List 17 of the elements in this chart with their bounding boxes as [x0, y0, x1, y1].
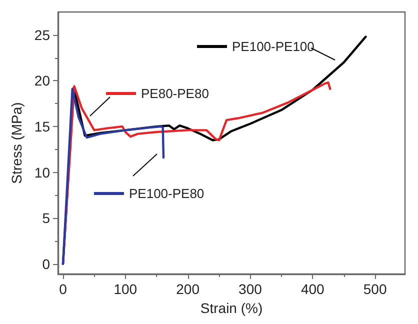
- y-tick-label: 10: [34, 164, 50, 180]
- x-tick-label: 300: [238, 281, 262, 297]
- x-tick-label: 200: [176, 281, 200, 297]
- x-tick-label: 100: [114, 281, 138, 297]
- y-tick-label: 20: [34, 72, 50, 89]
- legend-label: PE80-PE80: [141, 86, 209, 101]
- y-tick-label: 0: [42, 256, 50, 272]
- y-tick-label: 5: [42, 210, 50, 226]
- legend-label: PE100-PE100: [232, 39, 314, 54]
- legend-label: PE100-PE80: [129, 186, 204, 201]
- x-tick-label: 0: [59, 281, 68, 297]
- x-tick-label: 400: [300, 281, 325, 297]
- x-axis-title: Strain (%): [200, 300, 263, 316]
- y-axis-title: Stress (MPa): [8, 102, 25, 184]
- y-tick-label: 25: [34, 26, 50, 43]
- x-tick-label: 500: [363, 281, 387, 297]
- y-tick-label: 15: [34, 118, 50, 135]
